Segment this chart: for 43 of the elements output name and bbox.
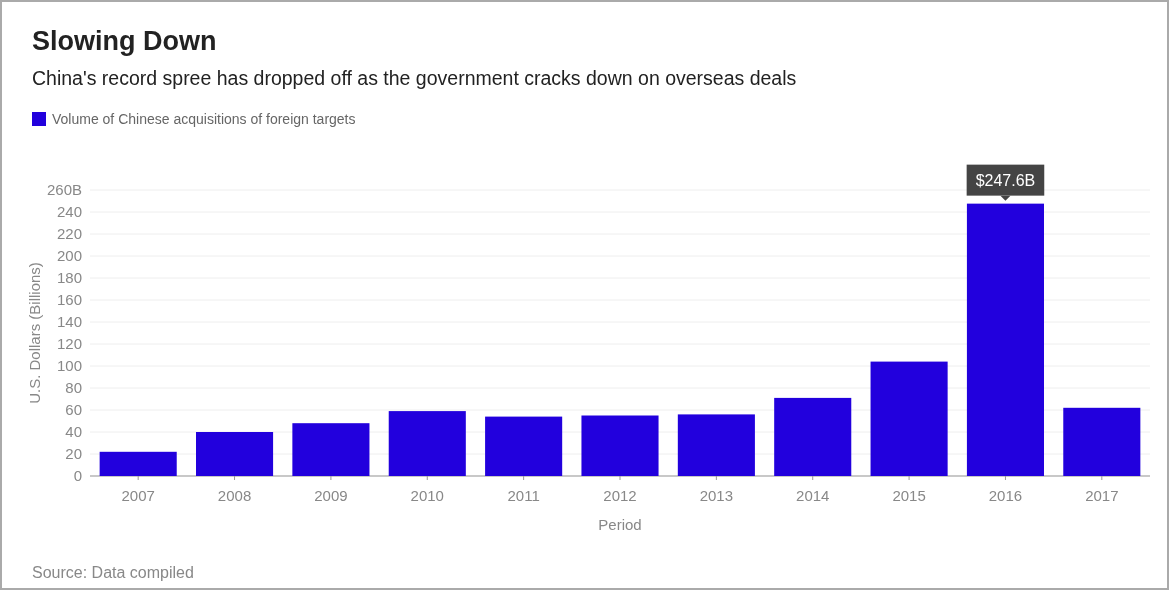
x-tick-label: 2008 xyxy=(217,486,252,504)
bar xyxy=(870,361,948,476)
bar xyxy=(292,423,370,476)
bar xyxy=(677,414,755,476)
bar xyxy=(1063,407,1141,476)
y-tick-label: 40 xyxy=(65,423,82,441)
chart-title: Slowing Down xyxy=(32,26,217,56)
x-tick-label: 2010 xyxy=(410,486,444,504)
x-tick-label: 2013 xyxy=(699,486,734,504)
y-tick-label: 160 xyxy=(56,291,82,309)
y-tick-label: 60 xyxy=(65,401,82,419)
bar xyxy=(581,415,659,476)
x-tick-label: 2009 xyxy=(314,486,348,504)
bar xyxy=(966,203,1044,476)
x-tick-label: 2007 xyxy=(121,486,155,504)
source-note: Source: Data compiled xyxy=(32,564,194,581)
x-tick-label: 2012 xyxy=(603,486,637,504)
legend-label: Volume of Chinese acquisitions of foreign targets xyxy=(52,111,356,127)
data-label: $247.6B xyxy=(975,171,1036,189)
x-tick-label: 2016 xyxy=(988,486,1023,504)
y-tick-label: 240 xyxy=(56,203,82,221)
y-tick-label: 0 xyxy=(73,467,82,485)
y-tick-label: 140 xyxy=(56,313,82,331)
bar xyxy=(99,451,177,476)
y-tick-label: 100 xyxy=(56,357,82,375)
chart-subtitle: China's record spree has dropped off as the government cracks down on overseas deals xyxy=(32,67,797,89)
y-tick-label: 80 xyxy=(65,379,82,397)
bar xyxy=(196,432,274,476)
x-tick-label: 2015 xyxy=(892,486,926,504)
x-tick-label: 2017 xyxy=(1085,486,1119,504)
y-tick-label: 180 xyxy=(56,269,82,287)
bar xyxy=(774,397,852,476)
bar xyxy=(485,416,563,476)
x-tick-label: 2014 xyxy=(796,486,830,504)
x-tick-label: 2011 xyxy=(507,486,540,504)
bar xyxy=(388,411,466,476)
y-tick-label: 220 xyxy=(56,225,82,243)
y-tick-label: 200 xyxy=(56,247,82,265)
y-axis-title: U.S. Dollars (Billions) xyxy=(26,262,43,404)
y-tick-label: 120 xyxy=(56,335,82,353)
y-tick-label: 260B xyxy=(46,181,82,199)
y-tick-label: 20 xyxy=(65,445,82,463)
x-axis-title: Period xyxy=(598,516,642,533)
